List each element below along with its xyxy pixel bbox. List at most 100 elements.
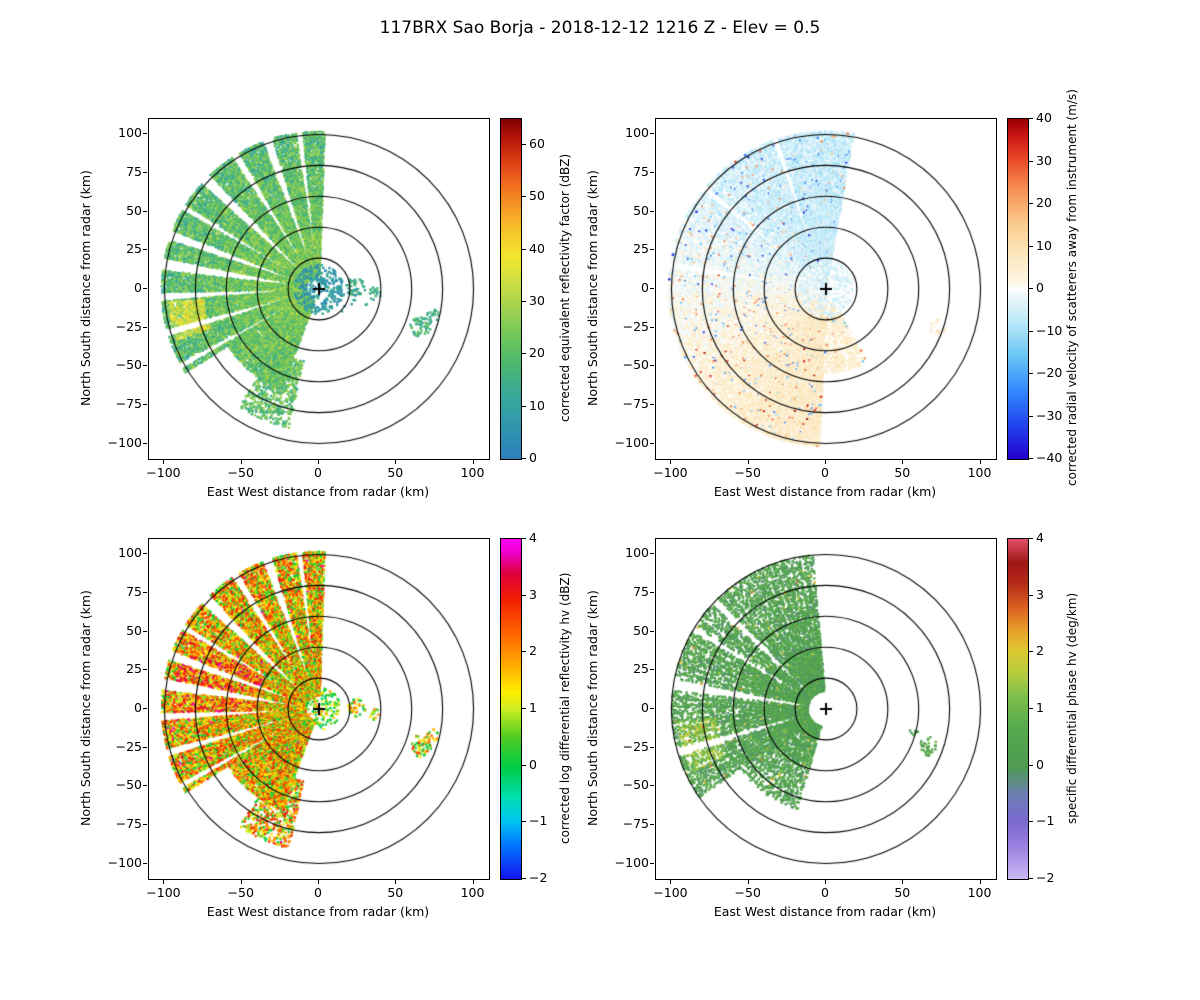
colorbar-tick-mark bbox=[522, 594, 526, 596]
colorbar-tick-mark bbox=[1029, 160, 1033, 162]
x-tick-mark bbox=[747, 460, 749, 464]
panel-reflectivity: North South distance from radar (km) Eas… bbox=[38, 68, 638, 528]
y-tick-label: 100 bbox=[118, 125, 142, 141]
x-tick-mark bbox=[825, 460, 826, 464]
x-tick-label: 50 bbox=[894, 885, 911, 900]
x-tick-label: −50 bbox=[734, 885, 761, 900]
x-tick-label: 0 bbox=[821, 465, 829, 480]
x-tick-label: −50 bbox=[734, 465, 761, 480]
y-tick-label: −50 bbox=[622, 777, 649, 793]
x-tick-mark bbox=[825, 880, 826, 884]
colorbar-tick-label: 40 bbox=[1036, 110, 1052, 125]
y-tick-label: 75 bbox=[633, 164, 649, 180]
colorbar-tick-label: 60 bbox=[529, 136, 545, 152]
y-axis-label: North South distance from radar (km) bbox=[78, 590, 93, 826]
y-tick-label: −50 bbox=[115, 357, 142, 373]
y-tick-label: 50 bbox=[126, 622, 142, 638]
y-axis-label: North South distance from radar (km) bbox=[78, 170, 93, 406]
y-tick-label: −75 bbox=[622, 395, 649, 411]
y-tick-label: 100 bbox=[118, 545, 142, 561]
y-tick-mark bbox=[650, 669, 654, 671]
y-tick-mark bbox=[143, 249, 147, 251]
y-tick-label: 0 bbox=[641, 280, 649, 295]
x-tick-label: 100 bbox=[460, 885, 485, 900]
y-tick-mark bbox=[143, 442, 147, 444]
y-tick-mark bbox=[143, 403, 147, 405]
y-tick-mark bbox=[650, 172, 654, 174]
colorbar-tick-label: 0 bbox=[529, 450, 537, 465]
kdp-ppi-canvas bbox=[655, 538, 997, 880]
x-tick-label: 100 bbox=[967, 885, 992, 900]
colorbar-tick-label: 0 bbox=[1036, 280, 1044, 295]
x-axis-label: East West distance from radar (km) bbox=[206, 484, 430, 499]
y-axis-label: North South distance from radar (km) bbox=[585, 590, 600, 826]
colorbar-tick-mark bbox=[522, 353, 526, 355]
velocity-ppi-canvas bbox=[655, 118, 997, 460]
colorbar-tick-label: 2 bbox=[529, 643, 537, 659]
y-tick-mark bbox=[143, 553, 147, 555]
colorbar-tick-label: 10 bbox=[1036, 237, 1052, 253]
colorbar-tick-mark bbox=[1029, 203, 1033, 204]
y-tick-label: 100 bbox=[625, 545, 649, 561]
x-tick-label: −100 bbox=[653, 885, 688, 900]
x-tick-mark bbox=[163, 880, 165, 884]
y-tick-mark bbox=[143, 630, 147, 632]
colorbar-tick-label: 20 bbox=[529, 345, 545, 361]
y-tick-label: −75 bbox=[115, 815, 142, 831]
colorbar-tick-mark bbox=[1029, 288, 1033, 289]
x-tick-label: 0 bbox=[821, 885, 829, 900]
colorbar-tick-mark bbox=[1029, 538, 1033, 539]
x-tick-label: −100 bbox=[146, 885, 181, 900]
y-tick-label: −25 bbox=[622, 738, 649, 754]
colorbar-tick-mark bbox=[522, 878, 526, 879]
x-tick-label: 50 bbox=[387, 885, 404, 900]
y-tick-mark bbox=[650, 553, 654, 555]
colorbar-tick-label: 0 bbox=[1036, 756, 1044, 772]
panel-specific-differential-phase: North South distance from radar (km) Eas… bbox=[545, 488, 1145, 948]
x-tick-mark bbox=[670, 880, 672, 884]
colorbar-tick-label: 3 bbox=[1036, 586, 1044, 602]
zdr-ppi-canvas bbox=[148, 538, 490, 880]
colorbar-tick-label: 1 bbox=[1036, 700, 1044, 715]
colorbar-tick-mark bbox=[522, 458, 526, 459]
x-axis-label: East West distance from radar (km) bbox=[713, 904, 937, 919]
y-tick-mark bbox=[143, 133, 147, 135]
x-tick-label: 100 bbox=[967, 465, 992, 480]
y-tick-mark bbox=[650, 785, 654, 787]
x-tick-mark bbox=[395, 460, 397, 464]
colorbar-tick-mark bbox=[522, 196, 526, 198]
x-tick-mark bbox=[472, 460, 474, 464]
colorbar-tick-mark bbox=[1029, 821, 1033, 823]
x-tick-label: −50 bbox=[227, 885, 254, 900]
y-tick-mark bbox=[650, 288, 654, 289]
y-tick-label: 50 bbox=[126, 202, 142, 218]
colorbar-tick-mark bbox=[1029, 594, 1033, 596]
colorbar-tick-mark bbox=[1029, 373, 1033, 374]
x-tick-mark bbox=[240, 880, 242, 884]
colorbar-tick-mark bbox=[522, 651, 526, 653]
y-tick-mark bbox=[650, 210, 654, 212]
y-tick-label: 0 bbox=[134, 280, 142, 295]
y-tick-mark bbox=[650, 403, 654, 405]
y-tick-label: 25 bbox=[126, 241, 142, 257]
x-tick-label: −100 bbox=[653, 465, 688, 480]
x-tick-mark bbox=[670, 460, 672, 464]
colorbar-tick-label: −2 bbox=[1036, 870, 1055, 885]
y-tick-label: −75 bbox=[115, 395, 142, 411]
colorbar-tick-mark bbox=[1029, 878, 1033, 879]
y-tick-label: 0 bbox=[134, 700, 142, 715]
y-tick-label: 50 bbox=[633, 622, 649, 638]
colorbar-tick-label: −30 bbox=[1036, 407, 1063, 423]
y-tick-mark bbox=[650, 746, 654, 748]
y-tick-mark bbox=[650, 365, 654, 367]
colorbar-tick-label: −10 bbox=[1036, 322, 1063, 338]
colorbar-tick-mark bbox=[522, 764, 526, 766]
y-tick-mark bbox=[143, 785, 147, 787]
colorbar-tick-label: 4 bbox=[529, 530, 537, 545]
y-tick-mark bbox=[143, 708, 147, 709]
y-tick-mark bbox=[143, 288, 147, 289]
y-tick-mark bbox=[143, 746, 147, 748]
y-tick-mark bbox=[650, 592, 654, 594]
x-tick-label: 0 bbox=[314, 465, 322, 480]
